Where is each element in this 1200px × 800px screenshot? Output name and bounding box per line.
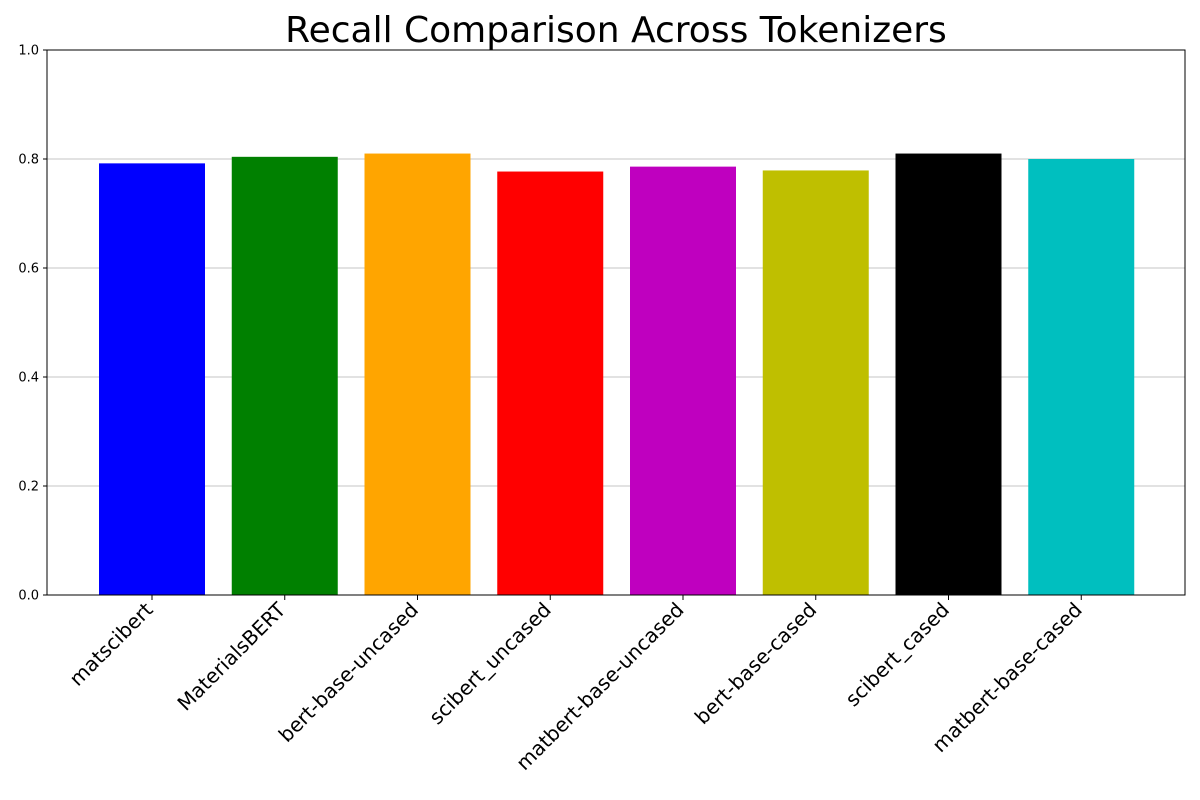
- y-tick-label: 0.8: [18, 153, 39, 168]
- y-tick-label: 0.6: [18, 262, 39, 277]
- y-axis-ticks: 0.0 0.2 0.4 0.6 0.8 1.0: [18, 44, 47, 604]
- bar-bert-base-uncased: [364, 153, 471, 596]
- bar-matscibert: [99, 163, 205, 596]
- bar-scibert-cased: [895, 153, 1002, 596]
- bar-materialsbert: [231, 156, 338, 595]
- bars: [99, 153, 1135, 596]
- y-tick-label: 0.4: [18, 371, 39, 386]
- y-tick-label: 0.0: [18, 589, 39, 604]
- bar-bert-base-cased: [762, 170, 869, 595]
- bar-matbert-base-uncased: [630, 166, 736, 595]
- y-tick-label: 0.2: [18, 480, 39, 495]
- bar-matbert-base-cased: [1028, 159, 1135, 595]
- bar-scibert-uncased: [497, 171, 604, 595]
- y-tick-label: 1.0: [18, 44, 39, 59]
- chart-title: Recall Comparison Across Tokenizers: [285, 10, 947, 51]
- plot-frame: [46, 49, 1186, 596]
